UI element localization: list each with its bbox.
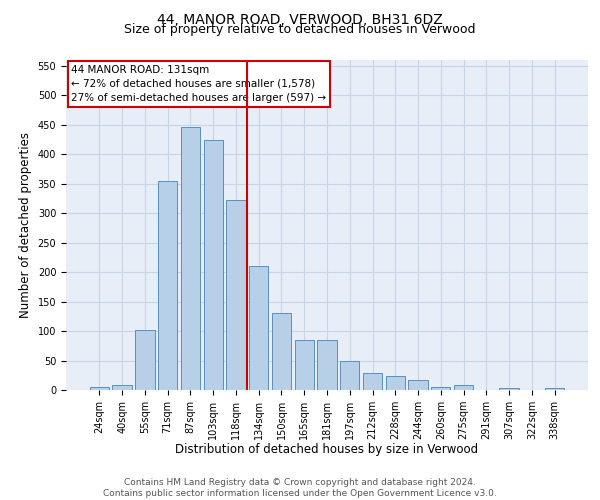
Y-axis label: Number of detached properties: Number of detached properties <box>19 132 32 318</box>
X-axis label: Distribution of detached houses by size in Verwood: Distribution of detached houses by size … <box>175 444 479 456</box>
Text: 44, MANOR ROAD, VERWOOD, BH31 6DZ: 44, MANOR ROAD, VERWOOD, BH31 6DZ <box>157 12 443 26</box>
Bar <box>545 388 564 390</box>
Bar <box>409 380 428 390</box>
Bar <box>386 376 405 390</box>
Bar <box>203 140 223 390</box>
Bar <box>181 126 200 390</box>
Text: Contains HM Land Registry data © Crown copyright and database right 2024.
Contai: Contains HM Land Registry data © Crown c… <box>103 478 497 498</box>
Bar <box>135 330 155 390</box>
Text: Size of property relative to detached houses in Verwood: Size of property relative to detached ho… <box>124 22 476 36</box>
Bar <box>340 360 359 390</box>
Text: 44 MANOR ROAD: 131sqm
← 72% of detached houses are smaller (1,578)
27% of semi-d: 44 MANOR ROAD: 131sqm ← 72% of detached … <box>71 65 326 103</box>
Bar <box>431 387 451 390</box>
Bar <box>272 314 291 390</box>
Bar <box>317 340 337 390</box>
Bar <box>295 340 314 390</box>
Bar <box>90 387 109 390</box>
Bar <box>158 181 178 390</box>
Bar <box>226 200 245 390</box>
Bar <box>112 386 132 390</box>
Bar <box>363 373 382 390</box>
Bar <box>454 384 473 390</box>
Bar <box>499 388 519 390</box>
Bar <box>249 266 268 390</box>
